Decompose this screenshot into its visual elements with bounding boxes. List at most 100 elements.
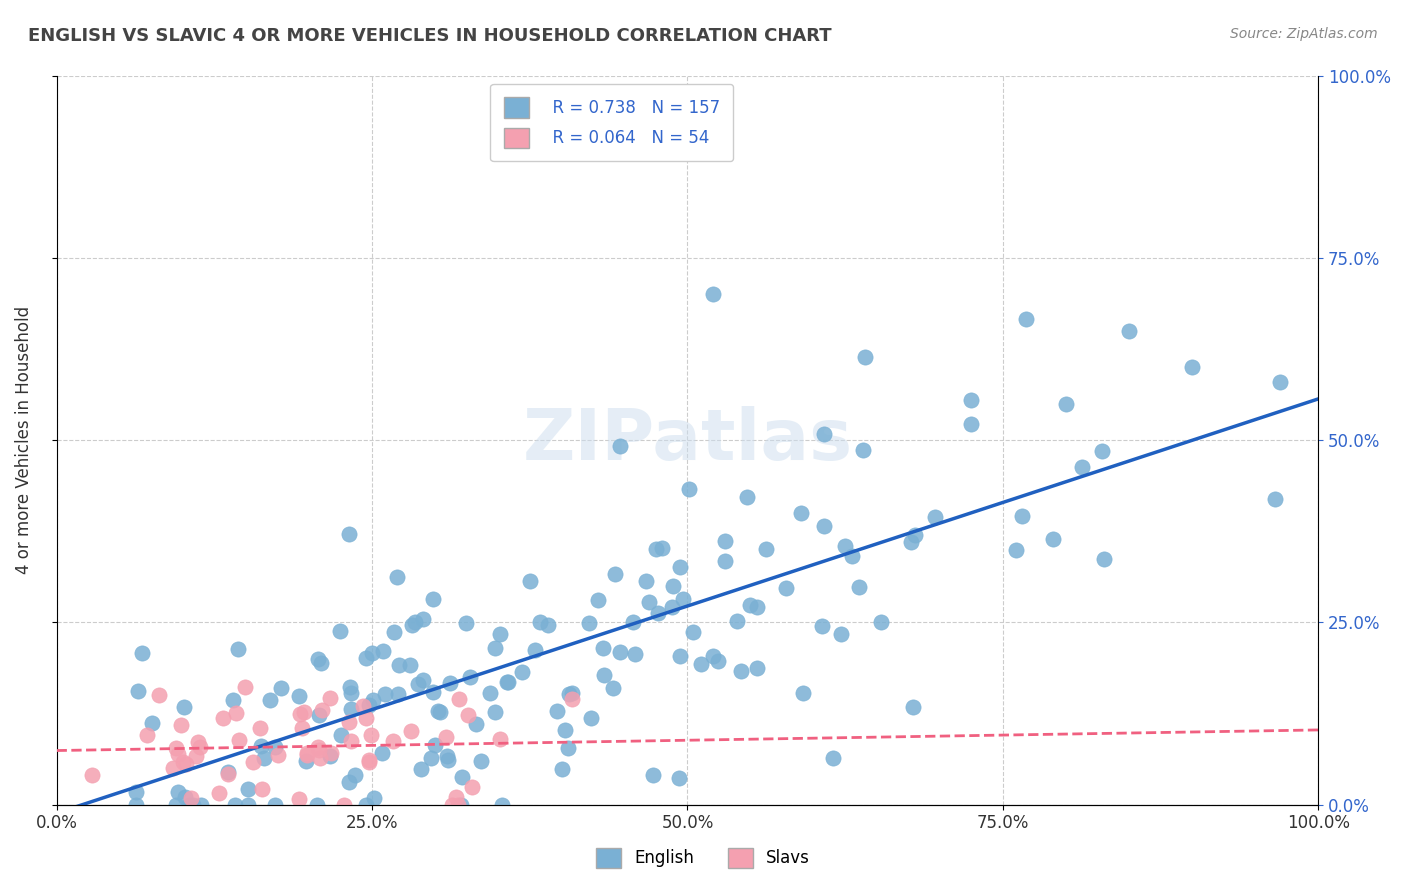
Point xyxy=(811,619,834,633)
Point xyxy=(217,767,239,781)
Point xyxy=(236,781,259,796)
Point xyxy=(387,688,409,702)
Point xyxy=(337,715,360,730)
Point xyxy=(340,686,363,700)
Point xyxy=(900,534,922,549)
Point xyxy=(136,728,159,742)
Point xyxy=(399,658,422,673)
Point xyxy=(387,570,409,584)
Point xyxy=(180,791,202,805)
Point xyxy=(412,612,434,626)
Point xyxy=(162,761,184,775)
Point xyxy=(288,706,311,721)
Point xyxy=(434,730,457,744)
Point xyxy=(359,753,381,767)
Point xyxy=(870,615,893,630)
Point xyxy=(339,681,361,695)
Point xyxy=(960,417,983,431)
Point xyxy=(329,727,352,741)
Point xyxy=(412,673,434,688)
Point xyxy=(340,733,363,747)
Point xyxy=(496,675,519,690)
Point xyxy=(288,690,311,704)
Point xyxy=(643,768,665,782)
Point xyxy=(672,591,695,606)
Point xyxy=(295,747,318,762)
Point xyxy=(374,687,396,701)
Point xyxy=(924,510,946,524)
Point xyxy=(361,646,384,660)
Point xyxy=(755,541,778,556)
Point xyxy=(169,718,191,732)
Point xyxy=(401,617,423,632)
Point xyxy=(624,647,647,661)
Point xyxy=(295,754,318,768)
Point xyxy=(745,600,768,615)
Point xyxy=(609,439,631,453)
Point xyxy=(901,700,924,714)
Point xyxy=(224,797,246,812)
Point xyxy=(1054,397,1077,411)
Point xyxy=(361,693,384,707)
Point xyxy=(1181,360,1204,375)
Point xyxy=(451,770,474,784)
Point xyxy=(904,528,927,542)
Point xyxy=(644,542,666,557)
Point xyxy=(221,693,243,707)
Point xyxy=(668,560,690,574)
Point xyxy=(550,762,572,776)
Point xyxy=(225,706,247,720)
Point xyxy=(813,426,835,441)
Point xyxy=(853,350,876,364)
Point xyxy=(668,771,690,785)
Point xyxy=(190,797,212,812)
Point xyxy=(80,768,103,782)
Point xyxy=(450,797,472,812)
Point xyxy=(1264,492,1286,507)
Point xyxy=(702,287,724,301)
Point xyxy=(519,574,541,589)
Point xyxy=(354,711,377,725)
Point xyxy=(319,748,342,763)
Point xyxy=(308,707,330,722)
Point xyxy=(250,782,273,797)
Point xyxy=(357,756,380,770)
Point xyxy=(702,648,724,663)
Point xyxy=(510,665,533,680)
Point xyxy=(309,656,332,670)
Point xyxy=(288,792,311,806)
Point xyxy=(848,580,870,594)
Point xyxy=(354,797,377,812)
Point xyxy=(813,519,835,533)
Point xyxy=(307,652,329,666)
Point xyxy=(307,740,329,755)
Point xyxy=(852,442,875,457)
Point xyxy=(309,751,332,765)
Point xyxy=(1118,324,1140,338)
Point xyxy=(236,797,259,812)
Point xyxy=(270,681,292,696)
Point xyxy=(735,490,758,504)
Legend: English, Slavs: English, Slavs xyxy=(589,841,817,875)
Point xyxy=(174,756,197,771)
Point xyxy=(662,579,685,593)
Point xyxy=(165,797,187,812)
Point xyxy=(578,615,600,630)
Point xyxy=(603,567,626,582)
Point xyxy=(131,646,153,660)
Point xyxy=(682,625,704,640)
Point xyxy=(125,797,148,812)
Point xyxy=(211,711,233,725)
Point xyxy=(491,797,513,812)
Point xyxy=(546,704,568,718)
Point xyxy=(233,680,256,694)
Point xyxy=(333,797,356,812)
Point xyxy=(464,717,486,731)
Point xyxy=(360,728,382,742)
Point xyxy=(420,751,443,765)
Point xyxy=(337,526,360,541)
Point xyxy=(148,688,170,702)
Point xyxy=(740,598,762,612)
Point xyxy=(172,756,194,770)
Point xyxy=(427,704,450,718)
